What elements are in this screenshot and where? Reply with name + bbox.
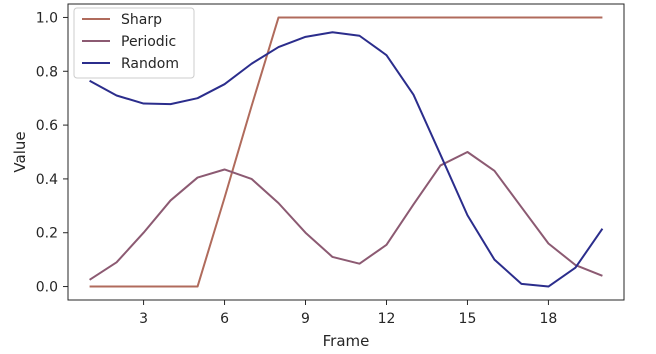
x-axis-label: Frame: [323, 332, 370, 350]
series-group: [89, 16, 604, 288]
y-tick-label: 0.2: [36, 226, 58, 242]
series-line-sharp: [89, 16, 603, 288]
legend-box: [73, 7, 195, 79]
y-tick-label: 0.0: [36, 280, 58, 296]
y-tick-label: 1.0: [36, 10, 58, 26]
series-line-periodic: [89, 151, 603, 281]
x-axis: 3 6 9 12 15 18: [139, 300, 557, 327]
legend: Sharp Periodic Random: [73, 7, 195, 79]
x-tick-label: 12: [378, 311, 396, 327]
y-axis: 0.0 0.2 0.4 0.6 0.8 1.0: [36, 10, 68, 296]
y-tick-label: 0.8: [36, 64, 58, 80]
plot-frame: [67, 3, 625, 301]
y-tick-label: 0.6: [36, 118, 58, 134]
x-tick-label: 15: [459, 311, 477, 327]
x-tick-label: 3: [139, 311, 148, 327]
legend-label-sharp: Sharp: [121, 12, 162, 28]
y-tick-label: 0.4: [36, 172, 58, 188]
series-line-random: [89, 31, 604, 288]
x-tick-label: 6: [220, 311, 229, 327]
x-tick-label: 18: [540, 311, 558, 327]
x-tick-label: 9: [301, 311, 310, 327]
legend-label-random: Random: [121, 56, 179, 72]
legend-label-periodic: Periodic: [121, 34, 176, 50]
y-axis-label: Value: [11, 131, 29, 172]
